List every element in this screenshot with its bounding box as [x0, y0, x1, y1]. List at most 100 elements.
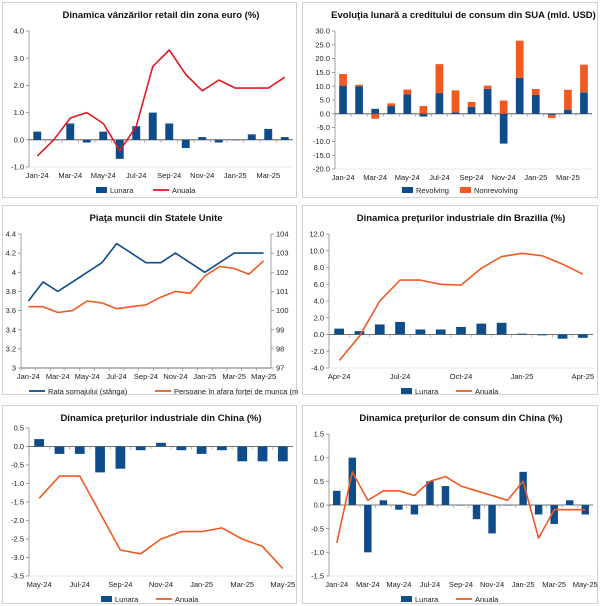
y-tick-label: -10.0 [313, 137, 330, 146]
chart-panel-us-labor-market: Piaţa muncii din Statele Unite 3 3.2 3.4 3.6… [2, 205, 298, 396]
bar-lunara [534, 505, 543, 515]
bar-lunara [581, 505, 589, 515]
bar-revolving [355, 86, 363, 114]
bar-revolving [499, 113, 508, 144]
bar-revolving [403, 94, 412, 114]
y-tick-label: -1.0 [311, 548, 324, 557]
bar-lunara [95, 446, 105, 473]
bar-lunara [354, 331, 365, 335]
bar-lunara [348, 457, 357, 505]
y-tick-label: -20.0 [313, 165, 330, 174]
x-tick-label: Jan-25 [224, 171, 247, 180]
bar-lunara [441, 486, 450, 505]
bar-revolving [515, 77, 524, 114]
line-persoane-n-afara-for-ei-de-munca-mil [28, 260, 265, 314]
legend-swatch-lunara [401, 596, 412, 602]
bar-lunara [217, 446, 227, 451]
china-industrial-prices-chart: Dinamica preţurilor industriale din Chin… [11, 413, 295, 604]
bar-lunara [496, 322, 507, 335]
legend-label-lunara: Lunara [110, 186, 134, 195]
x-tick-label: Mar-25 [556, 173, 580, 182]
bar-lunara [277, 446, 288, 462]
chart-panel-brazil-industrial-prices: Dinamica preţurilor industriale din Braz… [302, 205, 598, 396]
chart-panel-us-consumer-credit: Evoluţia lunară a creditului de consum d… [302, 2, 598, 198]
bar-lunara [503, 505, 512, 506]
y-tick-label: 0.5 [14, 424, 24, 433]
y-tick-label: 10.0 [309, 246, 324, 255]
chart-title: Dinamica preţurilor industriale din Chin… [60, 413, 261, 424]
y-tick-label: -0.5 [11, 461, 24, 470]
y-tick-label: 30.0 [315, 27, 330, 36]
bar-lunara [198, 137, 207, 140]
legend-label-nonrevolving: Nonrevolving [474, 186, 518, 195]
bar-revolving [580, 92, 588, 114]
brazil-industrial-prices-chart: Dinamica preţurilor industriale din Braz… [309, 213, 594, 396]
bar-nonrevolving [547, 115, 556, 118]
x-tick-label: May-25 [270, 580, 295, 589]
euro-retail-chart: Dinamica vânzărilor retail din zona euro… [11, 10, 293, 195]
bar-lunara [364, 505, 372, 553]
legend-label-anuala: Anuala [475, 595, 499, 604]
bar-nonrevolving [403, 89, 412, 95]
y-tick-label: 1.5 [314, 430, 324, 439]
legend-label-revolving: Revolving [416, 186, 449, 195]
chart-title: Dinamica vânzărilor retail din zona euro… [63, 10, 260, 21]
bar-lunara [565, 500, 574, 505]
y-tick-label: -3.5 [11, 572, 24, 581]
bar-lunara [156, 442, 166, 447]
bar-lunara [577, 334, 588, 338]
bar-lunara [519, 471, 527, 505]
bar-lunara [132, 126, 141, 140]
y-tick-label: 5.0 [320, 96, 330, 105]
y-right-tick-label: 98 [276, 344, 284, 353]
bar-nonrevolving [387, 103, 396, 107]
y-right-tick-label: 99 [276, 325, 284, 334]
chart-title: Piaţa muncii din Statele Unite [89, 213, 222, 224]
bar-revolving [531, 95, 540, 114]
x-tick-label: Jul-24 [429, 173, 449, 182]
chart-panel-china-consumer-prices: Dinamica preţurilor de consum din China … [302, 405, 598, 604]
x-tick-label: Jul-24 [106, 372, 126, 381]
y-tick-label: 0.0 [14, 135, 24, 144]
y-tick-label: 1.0 [14, 108, 24, 117]
y-right-tick-label: 102 [276, 268, 289, 277]
y-tick-label: 3.6 [6, 306, 16, 315]
x-tick-label: Mar-24 [58, 171, 82, 180]
x-tick-label: Jul-24 [126, 171, 146, 180]
y-tick-label: -4.0 [311, 364, 324, 373]
y-tick-label: -15.0 [313, 151, 330, 160]
y-tick-label: 3.8 [6, 287, 16, 296]
bar-lunara [379, 500, 388, 505]
y-tick-label: -5.0 [317, 123, 330, 132]
bar-lunara [231, 139, 240, 141]
bar-nonrevolving [371, 113, 380, 119]
x-tick-label: May-24 [386, 580, 411, 589]
bar-lunara [176, 446, 187, 451]
bar-lunara [456, 326, 466, 335]
x-tick-label: Jul-24 [420, 580, 440, 589]
bar-revolving [387, 106, 396, 114]
y-tick-label: 20.0 [315, 54, 330, 63]
bar-nonrevolving [564, 89, 572, 110]
x-tick-label: Jan-25 [512, 580, 535, 589]
x-tick-label: Mar-25 [542, 580, 566, 589]
y-tick-label: 4 [12, 268, 16, 277]
x-tick-label: Nov-24 [163, 372, 187, 381]
bar-lunara [54, 446, 65, 454]
x-tick-label: May-24 [91, 171, 116, 180]
x-tick-label: Apr-24 [328, 372, 351, 381]
bar-lunara [415, 329, 426, 335]
x-tick-label: Jan-24 [325, 580, 348, 589]
x-tick-label: Sep-24 [449, 580, 473, 589]
bar-nonrevolving [483, 85, 492, 89]
x-tick-label: Mar-24 [46, 372, 70, 381]
y-tick-label: 2.0 [314, 313, 324, 322]
bar-lunara [410, 505, 419, 515]
y-right-tick-label: 103 [276, 249, 289, 258]
chart-title: Dinamica preţurilor de consum din China … [359, 413, 562, 424]
bar-lunara [334, 328, 345, 335]
chart-title: Dinamica preţurilor industriale din Braz… [357, 213, 566, 224]
legend-swatch-lunara [401, 388, 412, 394]
bar-lunara [148, 112, 157, 140]
bar-lunara [395, 505, 403, 510]
